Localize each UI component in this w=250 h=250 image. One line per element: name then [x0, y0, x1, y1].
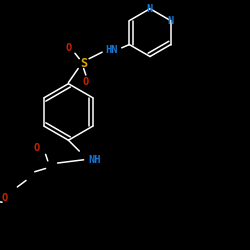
Text: NH: NH [88, 155, 101, 165]
Text: O: O [34, 143, 40, 153]
Text: HN: HN [106, 45, 118, 55]
Text: S: S [80, 56, 87, 70]
Text: O: O [1, 193, 7, 203]
Text: N: N [168, 16, 174, 26]
Text: N: N [147, 4, 153, 14]
Text: O: O [83, 76, 89, 86]
Text: O: O [65, 43, 71, 53]
